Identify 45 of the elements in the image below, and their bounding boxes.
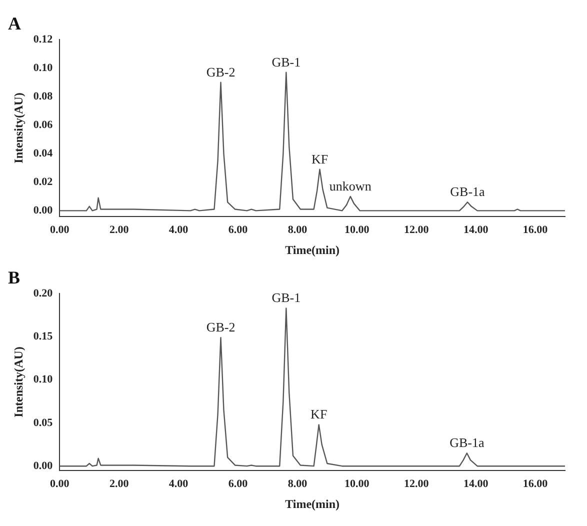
y-tick-label: 0.05	[33, 416, 54, 429]
x-tick-label: 4.00	[168, 224, 189, 236]
x-tick-label: 4.00	[168, 478, 189, 490]
annotation: GB-1	[272, 54, 301, 70]
x-tick-label: 8.00	[288, 478, 308, 490]
y-tick-label: 0.00	[33, 204, 54, 217]
annotation: unkown	[329, 178, 372, 194]
chart-title: A	[8, 13, 21, 34]
y-tick-label: 0.02	[33, 176, 54, 188]
annotation: KF	[310, 406, 328, 422]
annotation: GB-1	[272, 290, 301, 306]
annotation: GB-2	[206, 64, 236, 80]
x-tick-label: 12.00	[404, 224, 430, 236]
y-tick-label: 0.00	[33, 460, 54, 472]
y-tick-label: 0.15	[33, 330, 54, 343]
x-tick-label: 8.00	[288, 224, 308, 236]
x-axis-title: Time(min)	[285, 496, 340, 511]
y-tick-label: 0.04	[33, 148, 54, 160]
annotation: GB-1a	[450, 184, 486, 200]
x-tick-label: 16.00	[522, 478, 548, 490]
x-tick-label: 14.00	[463, 478, 489, 490]
annotation: GB-1a	[450, 435, 484, 450]
y-tick-label: 0.08	[33, 90, 54, 102]
x-tick-label: 6.00	[228, 478, 248, 490]
x-tick-label: 14.00	[463, 224, 489, 236]
x-tick-label: 0.00	[50, 224, 70, 236]
y-axis-title: Intensity(AU)	[11, 92, 26, 164]
y-axis-title: Intensity(AU)	[11, 346, 26, 418]
y-tick-label: 0.06	[33, 118, 54, 131]
y-tick-label: 0.10	[33, 374, 54, 386]
y-tick-label: 0.10	[33, 62, 54, 74]
x-tick-label: 10.00	[344, 224, 370, 236]
y-tick-label: 0.20	[33, 287, 54, 300]
x-axis-title: Time(min)	[285, 242, 340, 257]
x-tick-label: 2.00	[109, 224, 130, 236]
x-tick-label: 0.00	[50, 478, 70, 490]
chart-title: B	[8, 267, 20, 288]
annotation: GB-2	[206, 320, 236, 335]
x-tick-label: 6.00	[228, 224, 248, 236]
x-tick-label: 2.00	[109, 478, 130, 490]
annotation: KF	[311, 151, 328, 166]
x-tick-label: 10.00	[344, 478, 370, 490]
x-tick-label: 12.00	[404, 478, 430, 490]
y-tick-label: 0.12	[33, 33, 54, 46]
x-tick-label: 16.00	[522, 224, 548, 236]
